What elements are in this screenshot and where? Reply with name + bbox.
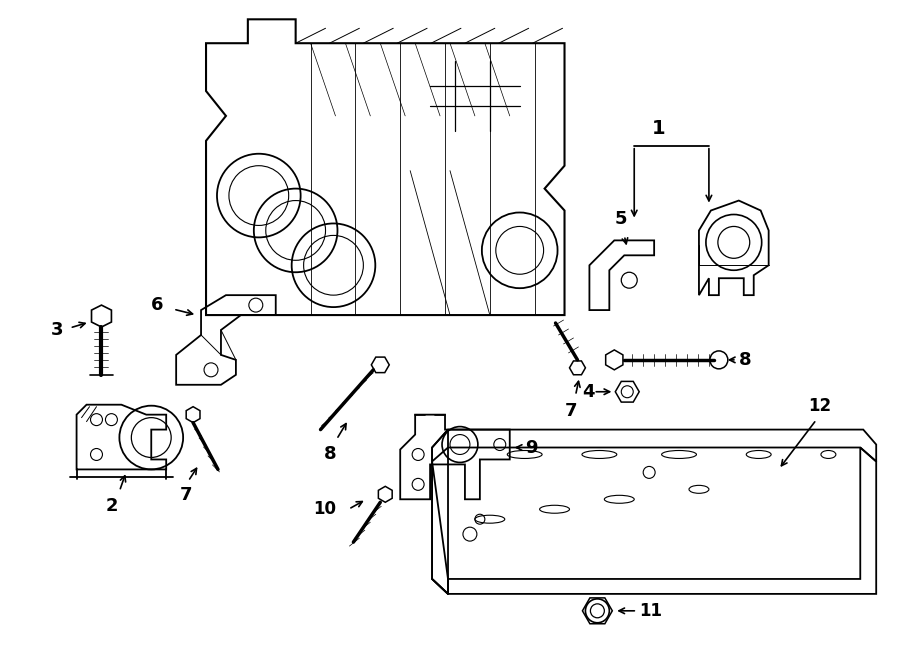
Text: 11: 11 bbox=[639, 602, 662, 620]
Text: 8: 8 bbox=[739, 351, 752, 369]
Text: 3: 3 bbox=[51, 321, 64, 339]
Text: 5: 5 bbox=[615, 211, 627, 228]
Text: 6: 6 bbox=[150, 296, 163, 314]
Text: 8: 8 bbox=[324, 444, 337, 463]
Text: 7: 7 bbox=[565, 402, 578, 420]
Text: 9: 9 bbox=[525, 438, 537, 457]
Text: 4: 4 bbox=[582, 383, 594, 401]
Text: 1: 1 bbox=[652, 119, 666, 138]
Text: 2: 2 bbox=[105, 497, 118, 515]
Text: 10: 10 bbox=[313, 500, 337, 518]
Text: 7: 7 bbox=[180, 487, 193, 504]
Text: 12: 12 bbox=[808, 397, 832, 414]
